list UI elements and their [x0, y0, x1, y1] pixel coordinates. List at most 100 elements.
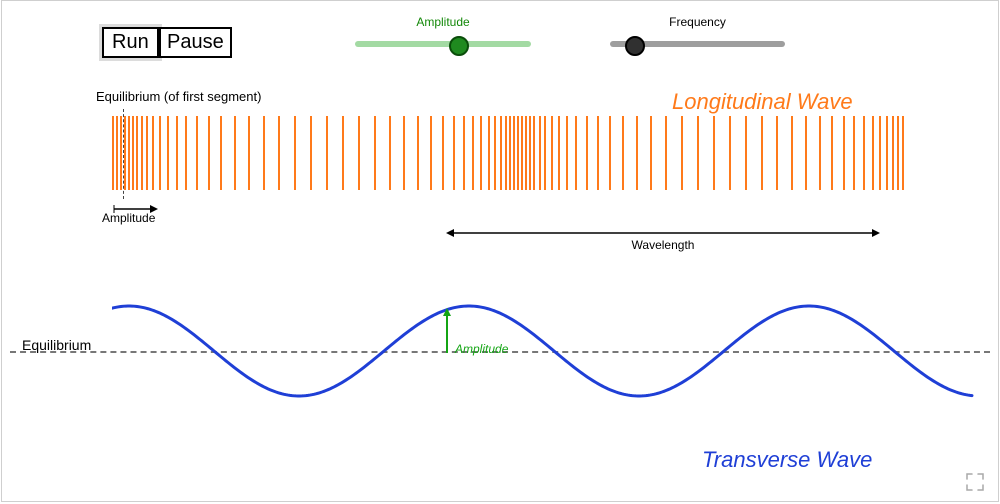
amplitude-slider-track[interactable]	[355, 41, 531, 47]
longitudinal-segment	[729, 116, 731, 190]
longitudinal-segment	[517, 116, 519, 190]
longitudinal-segment	[897, 116, 899, 190]
amplitude-slider-thumb[interactable]	[449, 36, 469, 56]
longitudinal-segment	[636, 116, 638, 190]
longitudinal-segment	[453, 116, 455, 190]
longitudinal-segment	[220, 116, 222, 190]
longitudinal-segment	[120, 116, 122, 190]
longitudinal-segment	[417, 116, 419, 190]
longitudinal-segment	[159, 116, 161, 190]
longitudinal-segment	[146, 116, 148, 190]
frequency-slider-thumb[interactable]	[625, 36, 645, 56]
longitudinal-segment	[853, 116, 855, 190]
longitudinal-segment	[208, 116, 210, 190]
longitudinal-segment	[879, 116, 881, 190]
longitudinal-segment	[681, 116, 683, 190]
longitudinal-segment	[278, 116, 280, 190]
simulation-frame: Run Pause Amplitude Frequency Longitudin…	[1, 0, 999, 502]
longitudinal-segment	[697, 116, 699, 190]
longitudinal-segment	[342, 116, 344, 190]
longitudinal-segment	[831, 116, 833, 190]
amplitude-marker-transverse: Amplitude	[441, 306, 551, 361]
longitudinal-title: Longitudinal Wave	[672, 89, 853, 115]
svg-text:Amplitude: Amplitude	[454, 342, 509, 356]
longitudinal-segment	[622, 116, 624, 190]
longitudinal-segment	[494, 116, 496, 190]
longitudinal-segment	[358, 116, 360, 190]
longitudinal-segment	[472, 116, 474, 190]
longitudinal-segment	[488, 116, 490, 190]
longitudinal-segment	[791, 116, 793, 190]
longitudinal-segment	[892, 116, 894, 190]
longitudinal-segment	[509, 116, 511, 190]
longitudinal-segment	[665, 116, 667, 190]
longitudinal-segment	[112, 116, 114, 190]
longitudinal-segment	[442, 116, 444, 190]
longitudinal-segment	[430, 116, 432, 190]
longitudinal-segment	[525, 116, 527, 190]
longitudinal-segment	[575, 116, 577, 190]
longitudinal-segment	[124, 116, 126, 190]
amplitude-slider[interactable]: Amplitude	[355, 15, 531, 55]
longitudinal-segment	[805, 116, 807, 190]
transverse-equilibrium-label: Equilibrium	[22, 337, 91, 353]
longitudinal-segment	[533, 116, 535, 190]
longitudinal-segment	[403, 116, 405, 190]
longitudinal-segment	[196, 116, 198, 190]
amplitude-slider-label: Amplitude	[355, 15, 531, 29]
longitudinal-segment	[463, 116, 465, 190]
longitudinal-segment	[152, 116, 154, 190]
longitudinal-segment	[544, 116, 546, 190]
longitudinal-segment	[136, 116, 138, 190]
longitudinal-segment	[176, 116, 178, 190]
frequency-slider-label: Frequency	[610, 15, 785, 29]
fullscreen-icon[interactable]	[966, 473, 984, 491]
longitudinal-segment	[886, 116, 888, 190]
pause-button[interactable]: Pause	[159, 27, 232, 58]
longitudinal-segment	[761, 116, 763, 190]
longitudinal-segment	[167, 116, 169, 190]
longitudinal-segment	[128, 116, 130, 190]
longitudinal-segment	[310, 116, 312, 190]
longitudinal-segment	[650, 116, 652, 190]
frequency-slider[interactable]: Frequency	[610, 15, 785, 55]
longitudinal-segment	[863, 116, 865, 190]
longitudinal-segment	[713, 116, 715, 190]
longitudinal-segment	[529, 116, 531, 190]
transverse-title: Transverse Wave	[702, 447, 872, 473]
longitudinal-segment	[374, 116, 376, 190]
equilibrium-first-label: Equilibrium (of first segment)	[96, 89, 261, 104]
amplitude-label-long: Amplitude	[102, 211, 155, 225]
longitudinal-segment	[609, 116, 611, 190]
longitudinal-segment	[116, 116, 118, 190]
longitudinal-segment	[500, 116, 502, 190]
longitudinal-segment	[326, 116, 328, 190]
longitudinal-segment	[234, 116, 236, 190]
longitudinal-segment	[902, 116, 904, 190]
longitudinal-segment	[185, 116, 187, 190]
svg-text:Wavelength: Wavelength	[632, 238, 695, 252]
longitudinal-segment	[513, 116, 515, 190]
longitudinal-segment	[586, 116, 588, 190]
longitudinal-segment	[745, 116, 747, 190]
run-button[interactable]: Run	[102, 27, 159, 58]
longitudinal-segment	[843, 116, 845, 190]
longitudinal-segment	[566, 116, 568, 190]
longitudinal-segment	[141, 116, 143, 190]
longitudinal-segment	[389, 116, 391, 190]
longitudinal-segment	[597, 116, 599, 190]
longitudinal-segment	[505, 116, 507, 190]
longitudinal-segment	[551, 116, 553, 190]
longitudinal-segment	[248, 116, 250, 190]
longitudinal-segment	[872, 116, 874, 190]
longitudinal-segment	[294, 116, 296, 190]
longitudinal-segment	[480, 116, 482, 190]
longitudinal-segment	[539, 116, 541, 190]
longitudinal-segment	[521, 116, 523, 190]
longitudinal-segment	[558, 116, 560, 190]
longitudinal-segment	[819, 116, 821, 190]
longitudinal-segment	[776, 116, 778, 190]
wavelength-arrow: Wavelength	[446, 225, 880, 255]
longitudinal-segment	[263, 116, 265, 190]
longitudinal-segment	[132, 116, 134, 190]
